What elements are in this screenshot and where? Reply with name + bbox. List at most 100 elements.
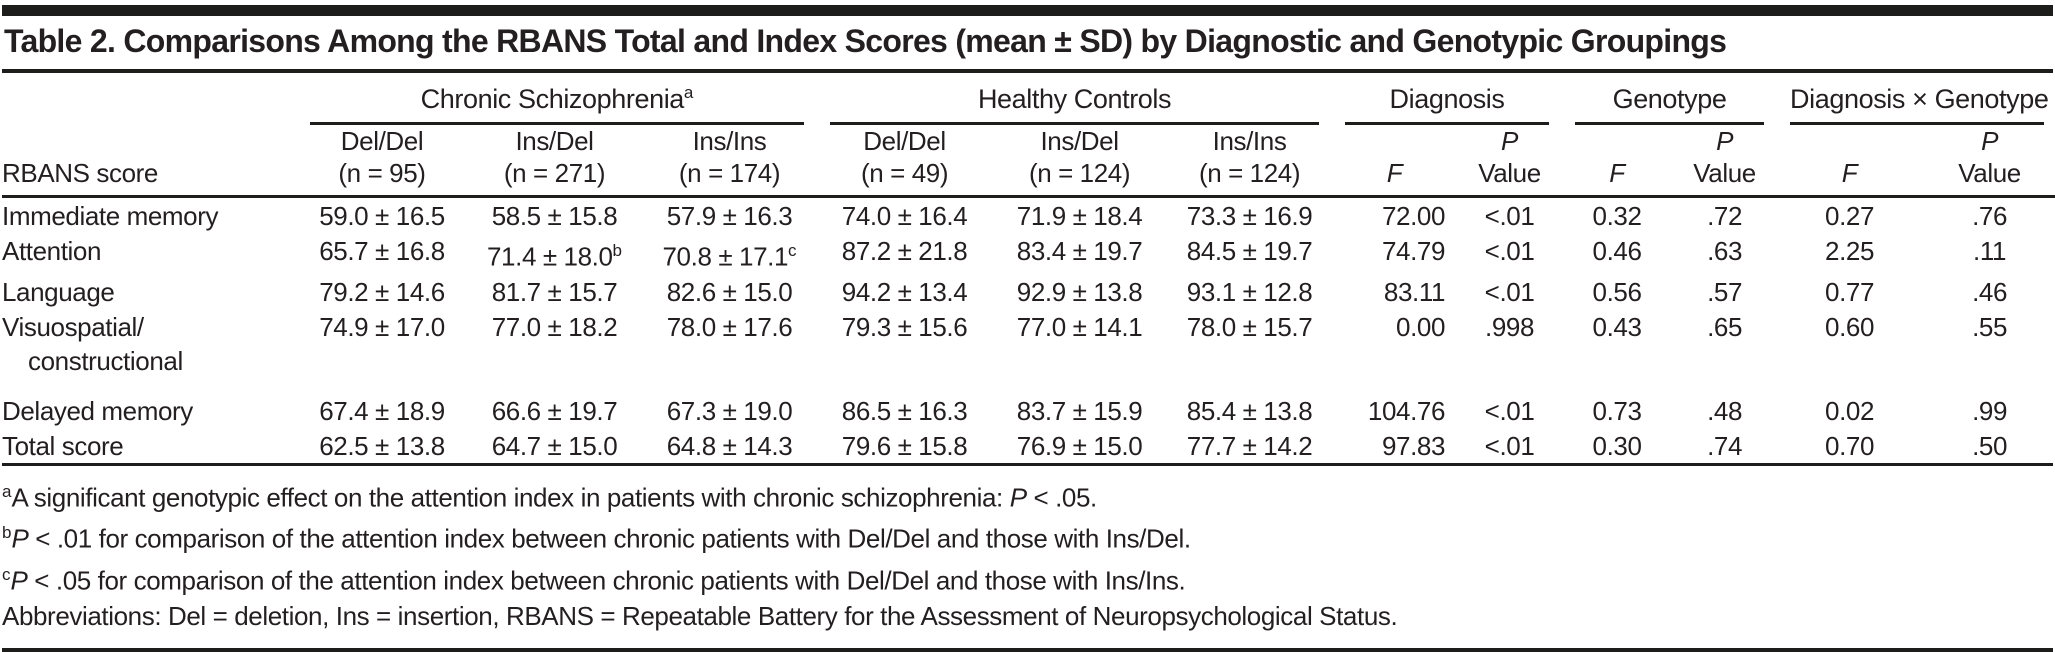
table-cell: <.01 [1484,430,1535,461]
table-cell: 78.0 ± 15.7 [1186,311,1313,342]
row-label: Attention [2,236,102,266]
table-cell: 71.4 ± 18.0b [487,241,622,272]
row-label: Visuospatial/constructional [2,311,183,376]
table-cell: <.01 [1484,236,1535,266]
table-cell: 84.5 ± 19.7 [1186,236,1313,266]
table-cell: 64.8 ± 14.3 [666,430,793,461]
footnote-c: cP < .05 for comparison of the attention… [2,557,2053,599]
top-rule [2,5,2053,16]
table-cell: <.01 [1484,276,1535,307]
footnote-text: P [1009,482,1027,513]
table-cell: 67.4 ± 18.9 [319,395,445,426]
table-cell: 77.0 ± 14.1 [1016,311,1143,342]
col-hc-deldel: Del/Del (n = 49) [817,125,993,198]
table-cell: 79.2 ± 14.6 [319,276,445,307]
table-row: Immediate memory 59.0 ± 16.5 58.5 ± 15.8 57… [2,197,2055,234]
table-cell: 67.3 ± 19.0 [666,395,793,426]
row-label: Delayed memory [2,395,193,426]
col-interaction-p: P Value [1922,125,2055,198]
group-label: Genotype [1612,84,1727,114]
table-cell: .76 [1972,201,2008,231]
table-cell: .11 [1973,236,2007,266]
table-row: Delayed memory 67.4 ± 18.9 66.6 ± 19.7 67.3… [2,393,2055,428]
footnote-b: bP < .01 for comparison of the attention… [2,515,2053,557]
row-label: Total score [2,430,124,461]
group-label: Chronic Schizophrenia [420,84,685,114]
abbreviations-note: Abbreviations: Del = deletion, Ins = ins… [2,599,2053,634]
table-cell: 74.9 ± 17.0 [319,311,445,342]
table-cell: 71.9 ± 18.4 [1016,201,1143,231]
footnote-text: P [11,523,29,554]
group-diagnosis: Diagnosis [1332,73,1562,125]
table-cell: 83.4 ± 19.7 [1016,236,1143,266]
footnote-text: P [10,565,28,596]
table-cell: 76.9 ± 15.0 [1016,430,1143,461]
table-bottom-rule [2,462,2053,466]
table-row: Attention 65.7 ± 16.8 71.4 ± 18.0b 70.8 ± 1… [2,233,2055,274]
table-cell: 0.02 [1825,395,1875,426]
table-cell: 0.27 [1825,201,1875,231]
table-figure: Table 2. Comparisons Among the RBANS Tot… [0,5,2055,652]
footnote-text: Abbreviations: Del = deletion, Ins = ins… [2,600,1398,631]
footnote-marker-b: b [612,241,622,260]
col-cs-insins: Ins/Ins (n = 174) [642,125,818,198]
footnote-text: < .05 for comparison of the attention in… [27,565,1186,596]
table-cell: 78.0 ± 17.6 [666,311,793,342]
table-cell: 85.4 ± 13.8 [1186,395,1313,426]
table-cell: 74.79 [1381,236,1446,266]
footnote-text: A significant genotypic effect on the at… [11,482,1010,513]
column-header-row: RBANS score Del/Del (n = 95) Ins/Del (n = … [2,125,2055,198]
group-label: Diagnosis [1389,84,1505,114]
table-cell: 92.9 ± 13.8 [1016,276,1143,307]
table-cell: 62.5 ± 13.8 [319,430,445,461]
table-cell: <.01 [1484,395,1535,426]
table-cell: 83.11 [1383,276,1446,307]
group-header-row: Chronic Schizophreniaa Healthy Controls … [2,73,2055,125]
footnote-marker-c: c [2,564,11,584]
table-cell: 58.5 ± 15.8 [491,201,618,231]
figure-bottom-rule [2,647,2053,652]
table-cell: 0.70 [1825,430,1875,461]
table-cell: 0.32 [1592,201,1642,231]
table-cell: .99 [1972,395,2008,426]
footnotes: aA significant genotypic effect on the a… [2,466,2053,634]
footnote-marker-b: b [2,523,12,543]
rbans-table: Chronic Schizophreniaa Healthy Controls … [2,73,2055,463]
table-cell: 0.43 [1592,311,1642,342]
table-cell: 73.3 ± 16.9 [1186,201,1313,231]
col-genotype-p: P Value [1672,125,1778,198]
table-cell: .46 [1972,276,2008,307]
group-chronic-schizophrenia: Chronic Schizophreniaa [297,73,817,125]
group-label: Diagnosis × Genotype [1790,84,2049,114]
table-row: Visuospatial/constructional 74.9 ± 17.0 77… [2,309,2055,393]
table-cell: 0.46 [1592,236,1642,266]
col-diagnosis-f: F [1332,125,1458,198]
col-hc-insdel: Ins/Del (n = 124) [992,125,1168,198]
col-hc-insins: Ins/Ins (n = 124) [1167,125,1333,198]
table-cell: 97.83 [1381,430,1446,461]
table-cell: 87.2 ± 21.8 [841,236,968,266]
table-cell: 82.6 ± 15.0 [666,276,793,307]
table-cell: 57.9 ± 16.3 [666,201,793,231]
footnote-marker-a: a [683,83,694,102]
table-cell: 77.0 ± 18.2 [491,311,618,342]
table-cell: 0.73 [1592,395,1642,426]
table-cell: <.01 [1484,201,1535,231]
table-cell: .74 [1707,430,1743,461]
row-label: Immediate memory [2,201,219,231]
table-cell: .63 [1707,236,1743,266]
table-cell: 0.30 [1592,430,1642,461]
table-cell: 74.0 ± 16.4 [841,201,968,231]
table-cell: 66.6 ± 19.7 [491,395,618,426]
group-spacer [2,73,297,125]
footnote-a: aA significant genotypic effect on the a… [2,474,2053,516]
table-cell: 64.7 ± 15.0 [491,430,618,461]
table-row: Language 79.2 ± 14.6 81.7 ± 15.7 82.6 ± 15.… [2,274,2055,309]
table-cell: .48 [1707,395,1743,426]
col-interaction-f: F [1777,125,1923,198]
table-cell: 77.7 ± 14.2 [1186,430,1313,461]
col-cs-deldel: Del/Del (n = 95) [297,125,467,198]
col-cs-insdel: Ins/Del (n = 271) [467,125,642,198]
table-cell: 2.25 [1825,236,1875,266]
table-cell: 79.3 ± 15.6 [841,311,968,342]
